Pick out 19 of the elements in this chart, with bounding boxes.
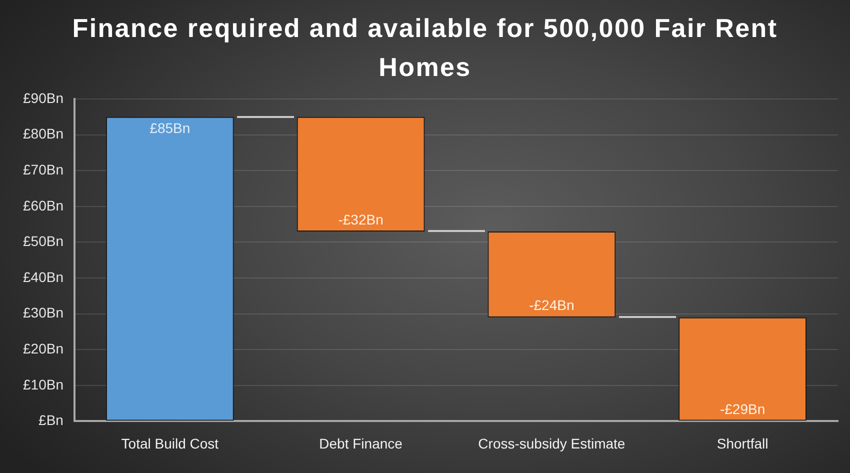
x-tick-label: Debt Finance [319, 435, 403, 452]
y-tick-label: £90Bn [23, 90, 64, 106]
y-tick-label: £80Bn [23, 126, 64, 142]
x-tick-label: Cross-subsidy Estimate [478, 435, 626, 452]
y-tick-label: £50Bn [23, 233, 64, 250]
chart-title: Finance required and available for 500,000 Fair Rent Homes [71, 12, 779, 84]
y-tick-label: £60Bn [23, 197, 64, 214]
data-label: £85Bn [150, 120, 190, 136]
data-label: -£32Bn [338, 211, 384, 228]
x-tick-label: Total Build Cost [121, 435, 219, 452]
y-tick-label: £20Bn [23, 340, 64, 356]
y-tick-label: £30Bn [23, 304, 64, 321]
data-label: -£24Bn [529, 297, 574, 314]
y-tick-label: £40Bn [23, 268, 64, 285]
data-label: -£29Bn [720, 401, 766, 418]
x-tick-label: Shortfall [716, 435, 768, 452]
y-tick-label: £10Bn [23, 376, 64, 392]
y-tick-label: £70Bn [23, 161, 64, 178]
y-tick-label: £Bn [38, 412, 64, 428]
